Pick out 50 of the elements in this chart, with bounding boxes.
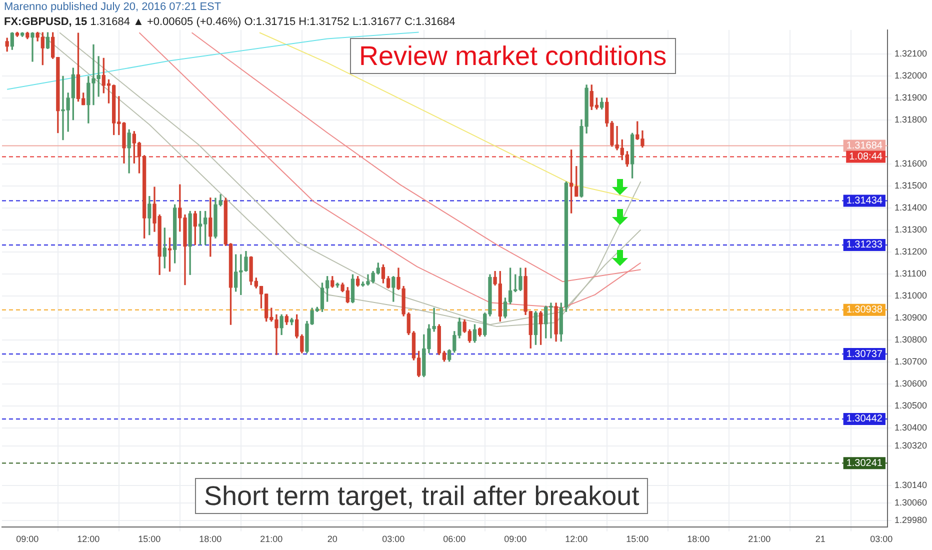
y-tick-label: 1.30400 [894,422,928,433]
chart-subtitle: 1.31684 ▲ +0.00605 (+0.46%) O:1.31715 H:1.31752 L:1.31677 C:1.31684 [89,16,456,28]
x-tick-label: 15:00 [626,534,649,544]
ref-line-label: 1.31684 [846,140,883,152]
ref-line-label: 1.30737 [846,348,883,360]
x-tick-label: 21:00 [748,534,771,544]
x-tick-label: 21:00 [260,534,283,544]
y-tick-label: 1.30800 [894,334,928,345]
x-tick-label: 12:00 [77,534,100,544]
x-tick-label: 12:00 [565,534,588,544]
ref-line-label: 1.31434 [846,195,883,206]
x-tick-label: 09:00 [504,534,527,544]
x-tick-label: 21 [815,534,826,544]
chart-title: FX:GBPUSD, 15 [4,16,88,28]
y-tick-label: 1.30320 [894,440,928,450]
ref-line-label: 1.31233 [846,240,883,251]
y-tick-label: 1.30700 [894,356,928,367]
x-tick-label: 03:00 [382,534,405,544]
y-tick-label: 1.32000 [894,70,928,81]
y-tick-label: 1.31400 [894,202,928,213]
y-tick-label: 1.30600 [894,378,928,389]
y-tick-label: 1.31600 [894,158,928,169]
y-tick-label: 1.32100 [894,48,928,59]
y-tick-label: 1.31500 [894,180,928,191]
y-tick-label: 1.31900 [894,92,928,103]
x-tick-label: 06:00 [443,534,466,544]
y-tick-label: 1.30500 [894,400,928,411]
annotation: Short term target, trail after breakout [195,478,648,514]
y-tick-label: 1.31100 [894,268,926,279]
x-tick-label: 03:00 [870,534,893,544]
y-tick-label: 1.30140 [894,480,928,490]
ref-line-label: 1.30241 [846,458,883,469]
ref-line-label: 1.30938 [846,304,883,316]
y-tick-label: 1.30900 [894,312,928,323]
y-tick-label: 1.31000 [894,290,928,301]
y-tick-label: 1.31300 [894,224,928,235]
candlestick [30,32,34,62]
y-tick-label: 1.31200 [894,246,928,257]
x-tick-label: 18:00 [687,534,710,544]
x-tick-label: 09:00 [16,534,39,544]
y-tick-label: 1.31800 [894,114,928,125]
x-tick-label: 15:00 [138,534,161,544]
annotation: Review market conditions [350,38,676,74]
y-tick-label: 1.29980 [894,515,928,526]
annotation: 1.08:44 [849,151,883,162]
ref-line-label: 1.30442 [846,414,883,425]
x-tick-label: 20 [327,534,338,544]
y-tick-label: 1.30060 [894,497,928,508]
x-tick-label: 18:00 [199,534,222,544]
text: Marenno published July 20, 2016 07:21 EST [4,1,222,13]
